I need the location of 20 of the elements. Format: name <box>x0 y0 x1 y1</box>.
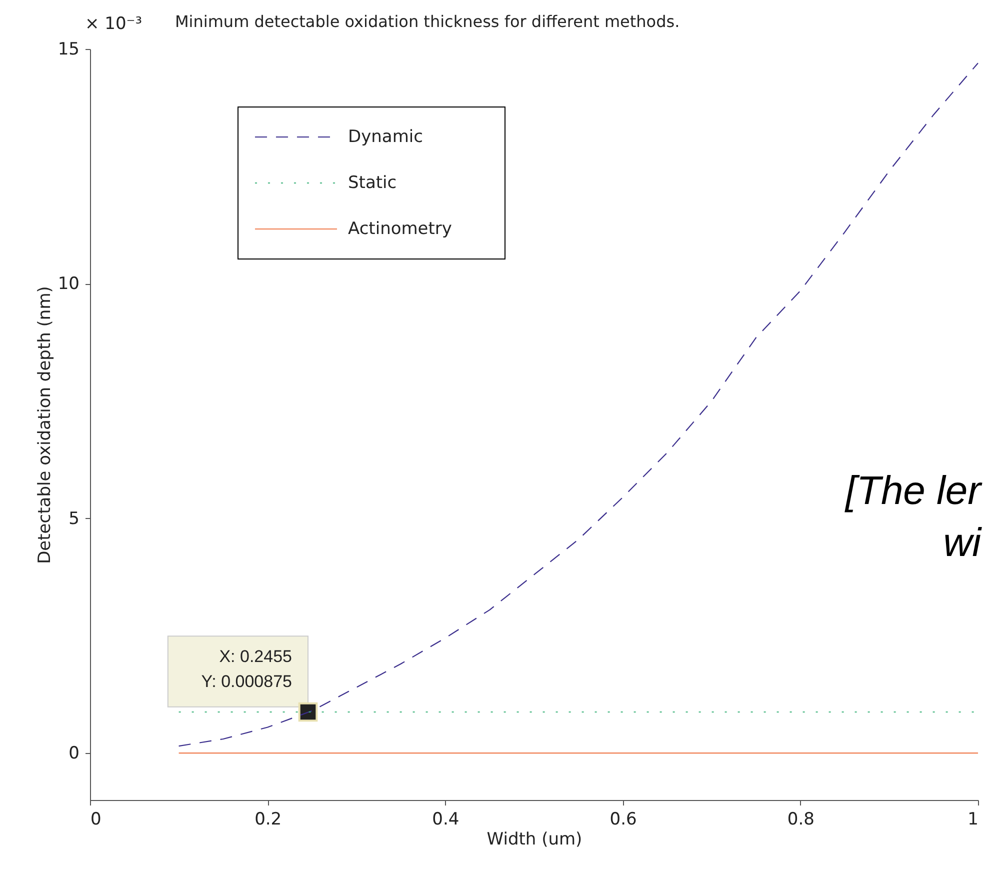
x-tick-label: 0.8 <box>787 810 814 830</box>
y-tick-label: 0 <box>68 744 80 764</box>
y-tick-label: 5 <box>68 508 80 529</box>
x-tick-label: 1 <box>968 810 978 830</box>
x-tick-label: 0.4 <box>432 810 460 830</box>
x-tick-label: 0.6 <box>610 810 637 830</box>
x-tick-label: 0.2 <box>254 810 282 830</box>
y-tick-label: 15 <box>58 40 80 60</box>
annotation: wi <box>943 521 982 565</box>
y-tick-label: 10 <box>58 274 80 294</box>
legend-label: Static <box>348 173 397 193</box>
annotation: [The ler <box>844 469 983 513</box>
legend-label: Dynamic <box>348 127 423 147</box>
x-tick-label: 0 <box>90 810 102 830</box>
y-axis-title: Detectable oxidation depth (nm) <box>34 286 55 564</box>
legend-label: Actinometry <box>348 219 452 239</box>
chart-title: Minimum detectable oxidation thickness for different methods. <box>175 12 680 31</box>
annotation: X: 0.2455 Y: 0.000875 <box>201 646 292 691</box>
text: × 10⁻³ <box>85 14 142 34</box>
x-axis-title: Width (um) <box>486 830 582 850</box>
